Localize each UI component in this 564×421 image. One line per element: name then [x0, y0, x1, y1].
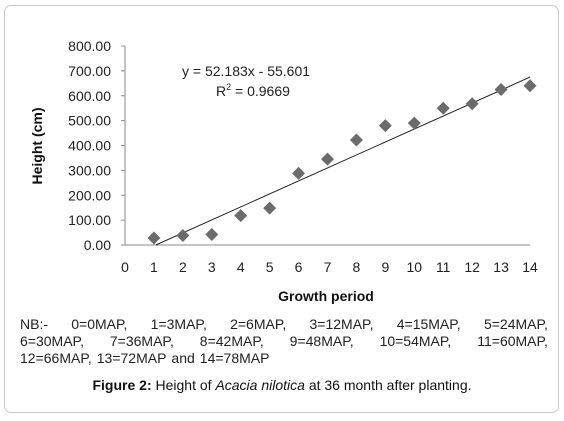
- x-tick-label: 0: [121, 259, 129, 275]
- x-tick-label: 9: [381, 259, 389, 275]
- note-token: 2=6MAP,: [230, 316, 287, 332]
- note-token: 0=0MAP,: [71, 316, 128, 332]
- caption-text: Height of: [151, 377, 216, 393]
- y-axis-ticks: 0.00 100.00 200.00 300.00 400.00 500.00 600.00…: [68, 38, 125, 253]
- note-token: 10=54MAP,: [379, 333, 452, 349]
- note-line-1: NB:- 0=0MAP, 1=3MAP, 2=6MAP, 3=12MAP, 4=…: [20, 316, 548, 333]
- note-token: 14=78MAP: [199, 350, 270, 366]
- data-point: [292, 166, 306, 180]
- trend-equation: y = 52.183x - 55.601: [182, 63, 310, 79]
- note-token: 4=15MAP,: [396, 316, 461, 332]
- data-points: [147, 79, 537, 245]
- x-axis-ticks: 0 1 2 3 4 5 6 7 8 9 10 11 12 13 14: [121, 259, 538, 275]
- caption-figure-number: Figure 2:: [92, 377, 152, 393]
- x-axis-title: Growth period: [278, 288, 374, 304]
- x-tick-label: 8: [353, 259, 361, 275]
- y-tick-label: 400.00: [68, 138, 111, 154]
- y-tick-label: 300.00: [68, 162, 111, 178]
- y-tick-label: 100.00: [68, 212, 111, 228]
- note-token: and: [171, 350, 195, 366]
- note-token: 8=42MAP,: [199, 333, 264, 349]
- note-token: NB:-: [20, 316, 48, 332]
- y-axis-title: Height (cm): [29, 108, 45, 185]
- figure-caption: Figure 2: Height of Acacia nilotica at 3…: [0, 377, 564, 393]
- data-point: [494, 83, 508, 97]
- note-token: 12=66MAP,: [20, 350, 92, 366]
- y-tick-label: 500.00: [68, 113, 111, 129]
- note-token: 3=12MAP,: [309, 316, 374, 332]
- data-point: [176, 229, 190, 243]
- note-token: 13=72MAP: [96, 350, 167, 366]
- data-point: [349, 133, 363, 147]
- data-point: [321, 152, 334, 166]
- figure-frame: [4, 5, 559, 413]
- data-point: [436, 101, 450, 115]
- x-tick-label: 1: [150, 259, 158, 275]
- note-line-2: 6=30MAP, 7=36MAP, 8=42MAP, 9=48MAP, 10=5…: [20, 333, 548, 350]
- note-token: 11=60MAP,: [477, 333, 548, 349]
- x-tick-label: 5: [266, 259, 274, 275]
- y-tick-label: 200.00: [68, 187, 111, 203]
- note-token: 7=36MAP,: [109, 333, 174, 349]
- x-tick-label: 6: [295, 259, 303, 275]
- note-token: 5=24MAP,: [483, 316, 548, 332]
- data-point: [205, 228, 219, 242]
- footnote: NB:- 0=0MAP, 1=3MAP, 2=6MAP, 3=12MAP, 4=…: [20, 316, 548, 367]
- x-tick-label: 2: [179, 259, 187, 275]
- x-tick-label: 12: [464, 259, 480, 275]
- x-tick-label: 14: [522, 259, 538, 275]
- note-token: 9=48MAP,: [289, 333, 354, 349]
- note-token: 6=30MAP,: [20, 333, 84, 349]
- data-point: [407, 116, 421, 130]
- y-tick-label: 0.00: [84, 237, 111, 253]
- r-squared-label: R2 = 0.9669: [216, 82, 290, 99]
- y-tick-label: 800.00: [68, 38, 111, 54]
- x-tick-label: 4: [237, 259, 245, 275]
- y-tick-label: 600.00: [68, 88, 111, 104]
- caption-text-end: at 36 month after planting.: [304, 377, 472, 393]
- note-token: 1=3MAP,: [150, 316, 207, 332]
- scatter-chart: 0.00 100.00 200.00 300.00 400.00 500.00 600.00…: [29, 38, 538, 304]
- data-point: [523, 79, 537, 93]
- data-point: [378, 119, 392, 133]
- data-point: [147, 231, 161, 245]
- x-tick-label: 11: [436, 259, 451, 275]
- x-tick-label: 10: [406, 259, 422, 275]
- caption-species: Acacia nilotica: [215, 377, 305, 393]
- data-point: [234, 209, 248, 223]
- y-tick-label: 700.00: [68, 63, 111, 79]
- x-tick-label: 13: [493, 259, 509, 275]
- note-line-3: 12=66MAP, 13=72MAP and 14=78MAP: [20, 350, 548, 367]
- data-point: [465, 97, 479, 111]
- data-point: [263, 201, 277, 215]
- x-tick-label: 3: [208, 259, 216, 275]
- x-tick-label: 7: [324, 259, 332, 275]
